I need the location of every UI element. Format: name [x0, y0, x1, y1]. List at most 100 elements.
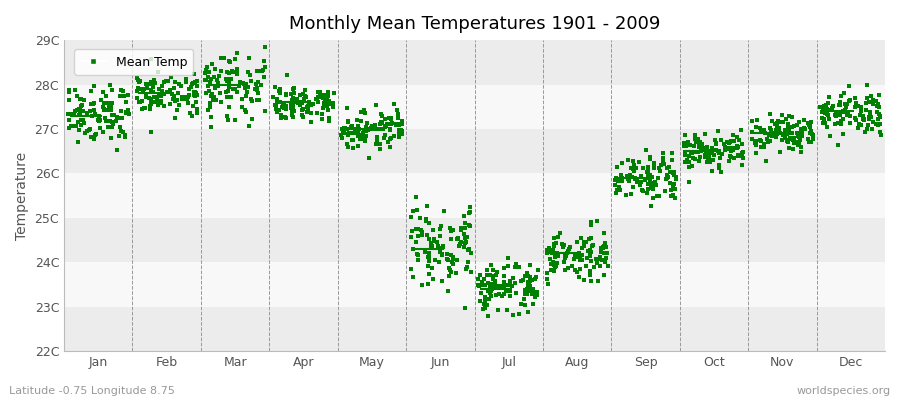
Point: [608, 175, 623, 182]
Point: [785, 136, 799, 142]
Point: [422, 270, 436, 277]
Point: [481, 288, 495, 294]
Point: [241, 69, 256, 75]
Point: [299, 94, 313, 100]
Point: [778, 134, 792, 141]
Point: [157, 103, 171, 110]
Point: [834, 118, 849, 125]
Point: [501, 255, 516, 261]
Point: [804, 127, 818, 134]
Point: [409, 194, 423, 200]
Point: [257, 64, 272, 70]
Point: [356, 107, 371, 114]
Point: [207, 94, 221, 100]
Point: [266, 94, 281, 100]
Point: [806, 136, 820, 142]
Point: [485, 282, 500, 289]
Point: [228, 86, 242, 92]
Point: [577, 241, 591, 247]
Point: [286, 105, 301, 111]
Point: [251, 78, 266, 85]
Point: [752, 137, 767, 144]
Point: [796, 117, 811, 124]
Point: [440, 251, 454, 257]
Point: [382, 115, 396, 121]
Point: [222, 79, 237, 86]
Point: [710, 148, 724, 154]
Point: [571, 254, 585, 260]
Point: [349, 126, 364, 132]
Point: [687, 143, 701, 149]
Point: [523, 262, 537, 268]
Point: [664, 192, 679, 199]
Point: [793, 133, 807, 140]
Point: [520, 309, 535, 315]
Point: [103, 118, 117, 124]
Point: [621, 176, 635, 182]
Point: [754, 144, 769, 150]
Point: [220, 94, 234, 100]
Point: [758, 130, 772, 136]
Point: [383, 126, 398, 133]
Point: [478, 281, 492, 288]
Point: [434, 223, 448, 230]
Point: [646, 195, 661, 201]
Point: [598, 244, 613, 250]
Point: [200, 64, 214, 70]
Point: [321, 106, 336, 113]
Point: [546, 241, 561, 247]
Point: [583, 247, 598, 253]
Point: [684, 149, 698, 155]
Point: [95, 104, 110, 110]
Point: [222, 103, 237, 110]
Point: [549, 262, 563, 269]
Point: [361, 126, 375, 133]
Point: [788, 140, 802, 146]
Point: [497, 265, 511, 271]
Point: [222, 58, 237, 64]
Point: [694, 141, 708, 147]
Point: [209, 96, 223, 103]
Point: [485, 276, 500, 282]
Point: [508, 290, 523, 297]
Point: [296, 114, 310, 120]
Point: [450, 257, 464, 264]
Point: [337, 125, 351, 132]
Point: [184, 81, 199, 87]
Point: [748, 140, 762, 146]
Point: [284, 100, 298, 107]
Point: [166, 96, 180, 102]
Point: [838, 101, 852, 107]
Point: [548, 254, 562, 260]
Point: [794, 149, 808, 155]
Point: [101, 107, 115, 114]
Point: [348, 126, 363, 133]
Point: [76, 120, 91, 126]
Point: [202, 88, 216, 94]
Point: [62, 86, 77, 93]
Point: [506, 312, 520, 318]
Point: [611, 176, 625, 182]
Point: [293, 92, 308, 98]
Point: [802, 122, 816, 129]
Point: [301, 103, 315, 109]
Point: [358, 136, 373, 142]
Point: [301, 106, 315, 112]
Point: [403, 266, 418, 272]
Point: [500, 306, 514, 313]
Point: [485, 267, 500, 273]
Point: [190, 106, 204, 112]
Point: [843, 96, 858, 103]
Point: [347, 127, 362, 133]
Point: [872, 121, 886, 128]
Point: [775, 136, 789, 143]
Point: [186, 80, 201, 86]
Point: [610, 178, 625, 184]
Point: [518, 291, 532, 297]
Point: [639, 146, 653, 153]
Point: [62, 124, 77, 131]
Point: [842, 98, 857, 104]
Point: [454, 226, 468, 233]
Point: [292, 102, 307, 108]
Point: [837, 90, 851, 96]
